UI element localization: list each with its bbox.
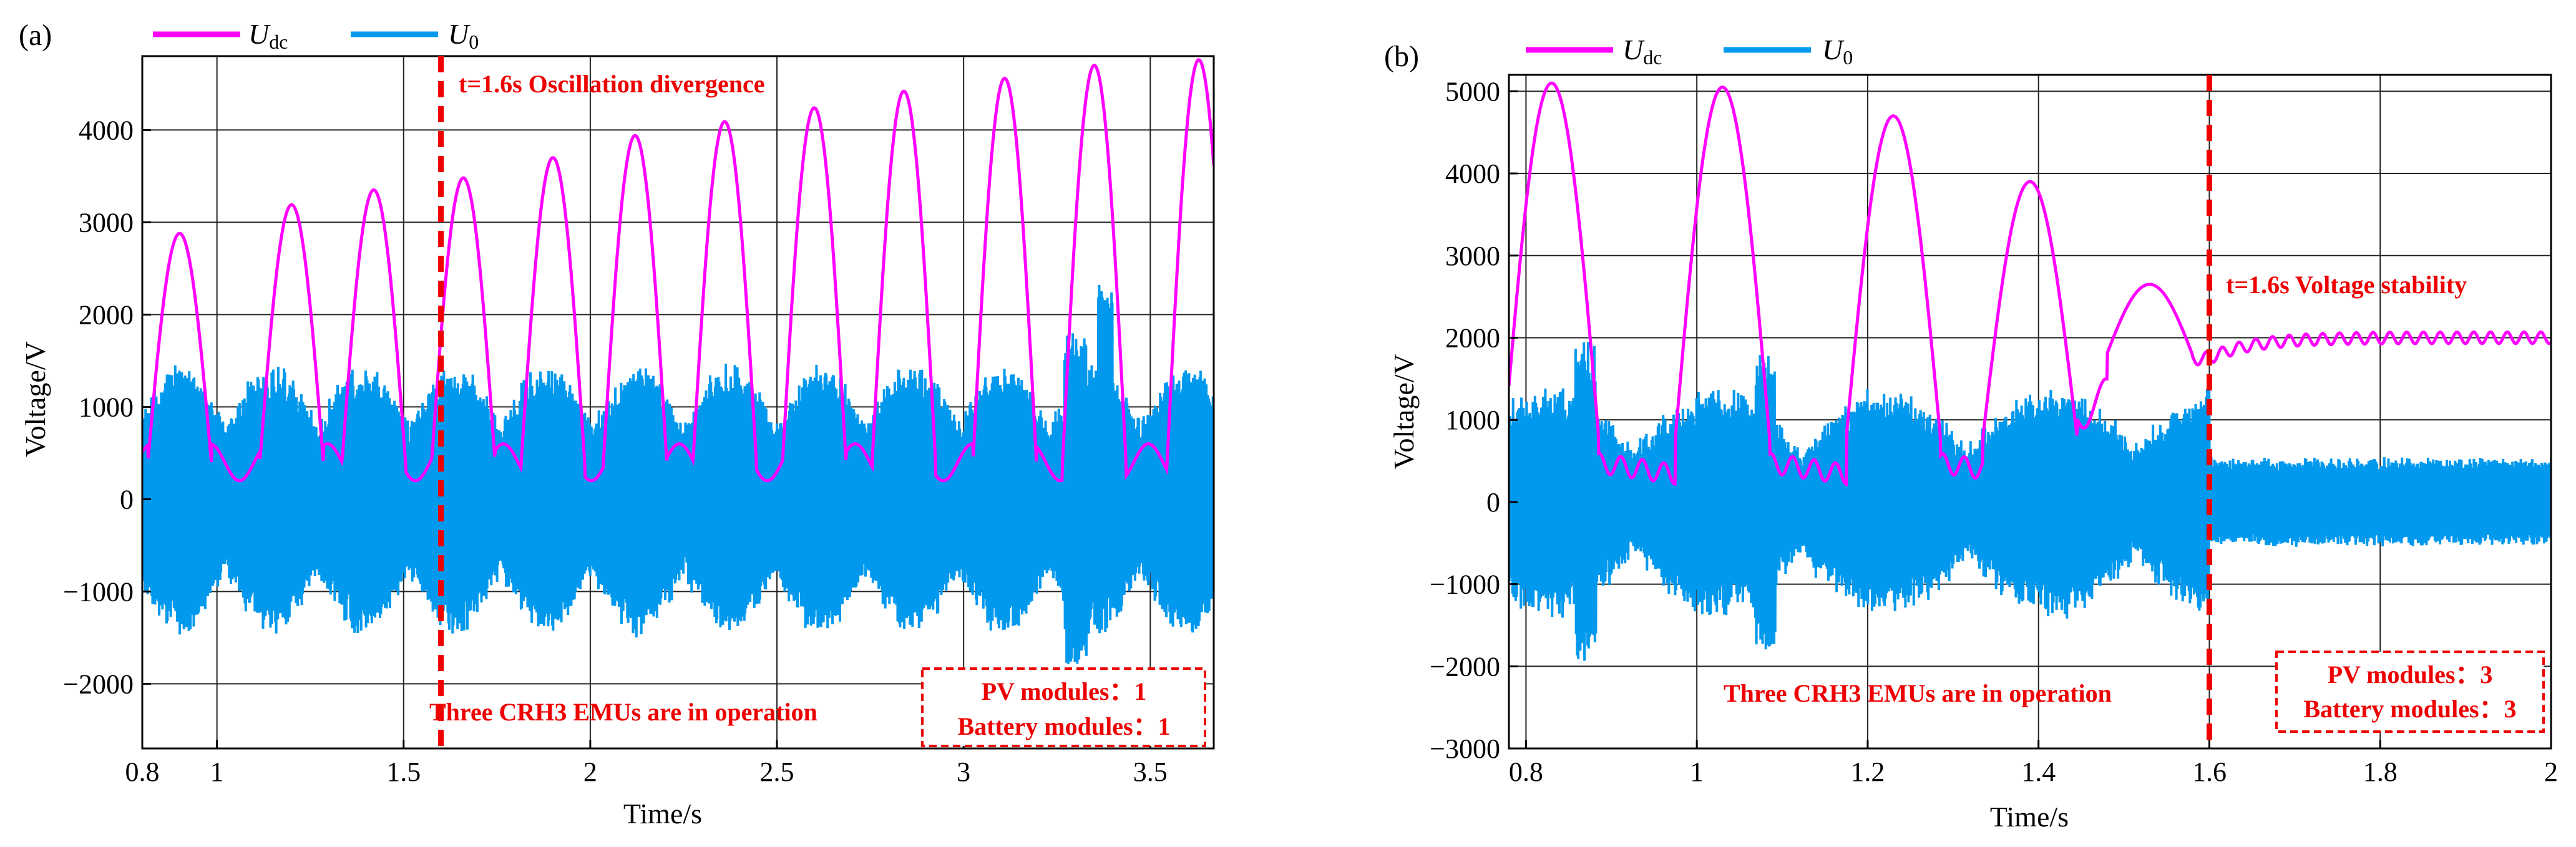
- x-tick-label: 0.8: [125, 757, 160, 787]
- legend-a: Udc U0: [153, 18, 479, 53]
- udc-peak-point: [902, 90, 905, 93]
- modules-box-a-line1: PV modules：1: [982, 677, 1147, 705]
- udc-peak-point: [812, 106, 816, 109]
- y-tick-label: 1000: [79, 392, 134, 422]
- legend-udc-label: Udc: [1622, 34, 1662, 69]
- legend-b: Udc U0: [1526, 34, 1853, 69]
- udc-peak-point: [1721, 85, 1724, 89]
- udc-peak-point: [290, 203, 293, 206]
- modules-box-a: [921, 667, 1206, 747]
- x-tick-label: 1.4: [2021, 757, 2056, 787]
- udc-peak-point: [2148, 283, 2151, 286]
- udc-peak-point: [723, 120, 726, 123]
- udc-peak-point: [1550, 82, 1553, 85]
- udc-peak-point: [372, 188, 375, 191]
- y-axis-label-b: Voltage/V: [1388, 354, 1420, 470]
- x-axis-label-b: Time/s: [1990, 801, 2069, 833]
- udc-peak-point: [462, 177, 465, 180]
- x-tick-label: 1.5: [386, 757, 421, 787]
- y-axis-label-a: Voltage/V: [19, 341, 51, 457]
- modules-box-a-line2: Battery modules：1: [957, 712, 1170, 740]
- y-tick-label: 4000: [79, 115, 134, 145]
- panel-label-b: (b): [1384, 40, 1419, 73]
- legend-u0-label: U0: [1822, 34, 1853, 69]
- x-tick-label: 1: [1690, 757, 1704, 787]
- x-tick-label: 1: [210, 757, 224, 787]
- y-tick-label: 0: [120, 484, 134, 515]
- y-tick-label: −2000: [1430, 651, 1500, 682]
- y-tick-label: 3000: [1445, 241, 1500, 271]
- u0-series-line: [1509, 342, 2551, 661]
- event-label-a: t=1.6s Oscillation divergence: [459, 70, 765, 98]
- y-tick-label: 2000: [1445, 322, 1500, 353]
- x-axis-label-a: Time/s: [623, 798, 702, 830]
- y-tick-label: 0: [1486, 487, 1500, 518]
- u0-series-line: [142, 284, 1214, 664]
- ticks-b: 0.8 1 1.2 1.4 1.6 1.8 2 −3000 −2000 −1000 0 1000 200…: [1430, 76, 2558, 787]
- plot-frame-a: [141, 55, 1215, 750]
- udc-peak-point: [1198, 58, 1201, 61]
- plot-frame-b: [1508, 74, 2552, 750]
- panel-b: (b) Udc U0 0.8 1 1.2 1.4 1.6 1.8 2 −3000 −2000 −1…: [1384, 34, 2558, 833]
- y-tick-label: 3000: [79, 207, 134, 238]
- udc-peak-point: [1003, 77, 1006, 80]
- y-tick-label: 2000: [79, 299, 134, 330]
- x-tick-label: 3: [957, 757, 970, 787]
- modules-box-b-line2: Battery modules：3: [2303, 695, 2516, 723]
- x-tick-label: 2: [583, 757, 597, 787]
- modules-box-b: [2275, 651, 2545, 733]
- x-tick-label: 1.2: [1850, 757, 1885, 787]
- panel-label-a: (a): [19, 19, 52, 52]
- panel-a: (a) Udc U0 0.8 1 1.5 2 2.5 3 3.5 −2000 −1000 0 100…: [19, 18, 1215, 830]
- y-tick-label: 1000: [1445, 405, 1500, 435]
- operation-note-a: Three CRH3 EMUs are in operation: [429, 698, 817, 726]
- y-tick-label: −1000: [1430, 569, 1500, 600]
- x-tick-label: 0.8: [1509, 757, 1543, 787]
- event-label-b: t=1.6s Voltage stability: [2226, 271, 2467, 299]
- x-tick-label: 2: [2544, 757, 2558, 787]
- y-tick-label: −3000: [1430, 733, 1500, 764]
- legend-u0-label: U0: [448, 18, 479, 53]
- y-tick-label: −2000: [63, 669, 134, 699]
- series-b: [1509, 81, 2551, 661]
- series-a: [142, 58, 1214, 664]
- x-tick-label: 1.8: [2363, 757, 2398, 787]
- modules-box-b-line1: PV modules：3: [2328, 661, 2493, 689]
- udc-peak-point: [1891, 114, 1895, 117]
- ticks-a: 0.8 1 1.5 2 2.5 3 3.5 −2000 −1000 0 1000 2000 3000 40…: [63, 115, 1168, 787]
- udc-peak-point: [633, 134, 637, 137]
- udc-peak-point: [2029, 180, 2031, 183]
- udc-peak-point: [552, 156, 555, 159]
- x-tick-label: 2.5: [760, 757, 794, 787]
- operation-note-b: Three CRH3 EMUs are in operation: [1724, 679, 2112, 707]
- x-tick-label: 3.5: [1133, 757, 1168, 787]
- y-tick-label: 4000: [1445, 158, 1500, 189]
- udc-peak-point: [178, 232, 181, 235]
- udc-series-line: [142, 58, 1214, 483]
- y-tick-label: 5000: [1445, 76, 1500, 107]
- x-tick-label: 1.6: [2192, 757, 2227, 787]
- y-tick-label: −1000: [63, 576, 134, 607]
- udc-peak-point: [1093, 64, 1096, 67]
- legend-udc-label: Udc: [248, 18, 288, 53]
